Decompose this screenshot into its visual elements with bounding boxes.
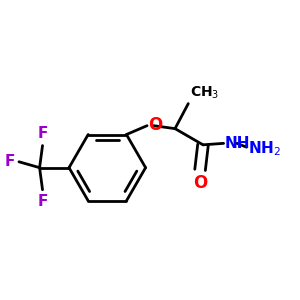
Text: O: O xyxy=(193,174,207,192)
Text: CH$_3$: CH$_3$ xyxy=(190,85,219,101)
Text: F: F xyxy=(37,126,48,141)
Text: F: F xyxy=(37,194,48,209)
Text: NH$_2$: NH$_2$ xyxy=(248,139,281,158)
Text: NH: NH xyxy=(225,136,250,151)
Text: F: F xyxy=(5,154,15,169)
Text: O: O xyxy=(148,116,163,134)
